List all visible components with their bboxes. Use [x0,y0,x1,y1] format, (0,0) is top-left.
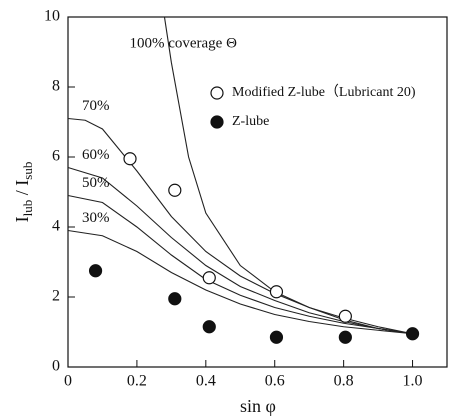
coverage-curve [163,16,413,335]
y-tick-label: 2 [52,288,60,305]
data-point [269,285,284,299]
x-tick-label: 1.0 [403,373,423,390]
curve-label: 70% [82,98,110,114]
data-point [88,264,103,278]
coverage-curve [67,229,413,335]
x-tick-label: 0.8 [334,373,354,390]
curve-label: 100% coverage Θ [129,35,237,51]
y-label-part: I [12,216,32,222]
y-tick-label: 4 [52,218,60,235]
coverage-curve [67,117,413,335]
y-axis-label: Ilub / Isub [12,162,35,223]
data-point [168,292,182,306]
y-label-part: sub [20,162,35,180]
data-point [202,271,216,285]
y-tick-label: 0 [52,358,60,375]
curve-label: 50% [82,175,110,191]
x-tick-label: 0.4 [196,373,216,390]
curve-label: 60% [82,147,110,163]
legend-label: Modified Z-lube（Lubricant 20) [232,84,416,100]
plot-frame [67,16,448,368]
data-point [338,309,352,323]
x-tick-label: 0.6 [265,373,285,390]
curve-label: 30% [82,210,110,226]
data-point [202,320,216,334]
coverage-curve [67,194,413,335]
legend-label: Z-lube [232,114,269,129]
y-label-part: lub [20,200,35,217]
y-label-part: / I [12,180,32,200]
data-point [168,183,182,197]
legend-marker [210,115,224,129]
y-tick-label: 6 [52,148,60,165]
data-point [123,152,137,166]
data-point [338,330,352,344]
legend-marker [210,86,224,100]
y-tick-label: 8 [52,78,60,95]
x-axis-label: sin φ [240,396,276,416]
y-tick-label: 10 [44,8,60,25]
x-tick-label: 0.2 [127,373,147,390]
data-point [269,330,284,344]
x-tick-label: 0 [64,373,72,390]
data-point [405,327,420,341]
coverage-curve [67,166,413,335]
